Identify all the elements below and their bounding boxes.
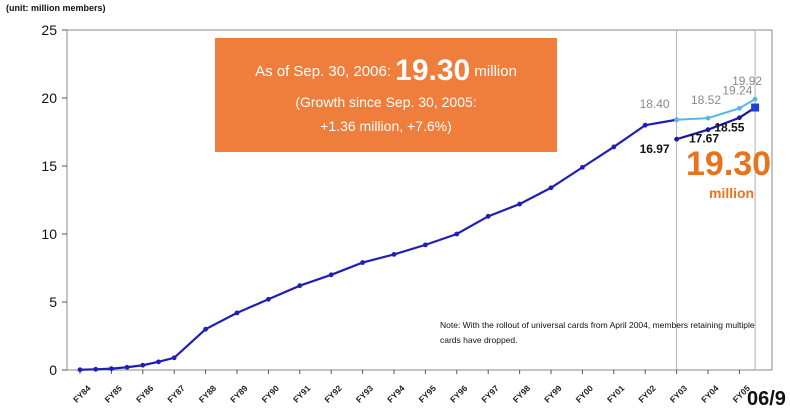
data-label-upper-3: 19.92: [732, 74, 762, 88]
x-tick-label-FY85: FY85: [103, 383, 125, 405]
y-tick-label-5: 5: [49, 294, 57, 310]
unit-label: (unit: million members): [6, 3, 106, 13]
x-tick-label-FY88: FY88: [197, 383, 219, 405]
callout-box: As of Sep. 30, 2006: 19.30 million (Grow…: [215, 38, 557, 152]
series-line-upper: [676, 98, 756, 121]
callout-growth-line: (Growth since Sep. 30, 2005:: [295, 94, 477, 110]
point-upper-0: [674, 117, 679, 123]
data-label-upper-2: 19.24: [722, 83, 752, 97]
callout-prefix: As of Sep. 30, 2006:: [255, 63, 391, 80]
x-tick-label-FY03: FY03: [668, 383, 690, 405]
corner-label: 06/9: [747, 388, 786, 410]
point-main-18: [548, 185, 554, 191]
x-tick-label-FY00: FY00: [574, 383, 596, 405]
callout-growth-values: +1.36 million, +7.6%): [320, 118, 452, 134]
point-main-13: [391, 252, 397, 257]
point-main-4: [140, 362, 146, 368]
series-line-lower: [676, 106, 756, 141]
point-main-15: [454, 231, 460, 237]
data-label-lower-2: 18.55: [714, 121, 744, 135]
x-tick-label-FY98: FY98: [511, 383, 533, 405]
data-label-upper-1: 18.52: [691, 93, 721, 107]
point-main-6: [171, 355, 177, 361]
point-main-12: [360, 260, 365, 265]
x-tick-label-FY02: FY02: [636, 383, 658, 405]
x-tick-label-FY95: FY95: [417, 383, 439, 405]
x-tick-label-FY84: FY84: [71, 383, 93, 405]
point-upper-2: [737, 105, 742, 111]
x-tick-label-FY89: FY89: [228, 383, 250, 405]
footnote: Note: With the rollout of universal card…: [440, 320, 755, 345]
point-main-10: [297, 283, 303, 289]
point-lower-1: [705, 127, 711, 133]
point-main-7: [203, 326, 209, 332]
x-tick-label-FY97: FY97: [479, 383, 501, 405]
x-tick-label-FY92: FY92: [322, 383, 344, 405]
point-main-14: [423, 242, 428, 248]
point-main-17: [517, 201, 522, 207]
y-tick-label-15: 15: [41, 158, 57, 174]
highlight-unit: million: [709, 185, 755, 201]
y-tick-label-25: 25: [41, 22, 57, 38]
point-main-5: [156, 359, 161, 365]
y-tick-label-10: 10: [41, 226, 57, 242]
data-label-lower-1: 17.67: [689, 132, 719, 146]
x-tick-label-FY87: FY87: [165, 383, 187, 405]
x-tick-label-FY99: FY99: [542, 383, 564, 405]
point-main-21: [642, 122, 648, 128]
point-main-2: [109, 366, 114, 372]
point-lower-0: [674, 136, 679, 142]
x-tick-label-FY91: FY91: [291, 383, 313, 405]
point-main-1: [93, 366, 99, 372]
point-upper-1: [705, 115, 711, 121]
point-main-9: [266, 296, 271, 302]
x-tick-label-FY04: FY04: [699, 383, 721, 405]
point-lower-2: [737, 115, 742, 121]
y-tick-label-20: 20: [41, 90, 57, 106]
x-tick-label-FY90: FY90: [260, 383, 282, 405]
point-main-0: [77, 367, 83, 373]
highlight-marker: [751, 103, 760, 112]
point-main-11: [328, 272, 334, 278]
x-tick-label-FY01: FY01: [605, 383, 627, 405]
x-tick-label-FY86: FY86: [134, 383, 156, 405]
callout-value: 19.30: [395, 54, 471, 87]
x-tick-label-FY94: FY94: [385, 383, 407, 405]
plot-frame: [66, 29, 773, 371]
data-label-upper-0: 18.40: [640, 97, 670, 111]
point-main-20: [611, 144, 617, 150]
point-main-3: [124, 364, 130, 370]
point-upper-3: [752, 96, 758, 102]
highlight-value: 19.30: [686, 145, 772, 183]
data-label-lower-0: 16.97: [640, 142, 670, 156]
y-tick-label-0: 0: [49, 362, 57, 378]
callout-suffix: million: [474, 63, 517, 80]
point-main-19: [580, 164, 585, 170]
point-main-16: [485, 213, 491, 219]
x-tick-label-FY96: FY96: [448, 383, 470, 405]
point-main-8: [234, 310, 240, 316]
x-tick-label-FY93: FY93: [354, 383, 376, 405]
